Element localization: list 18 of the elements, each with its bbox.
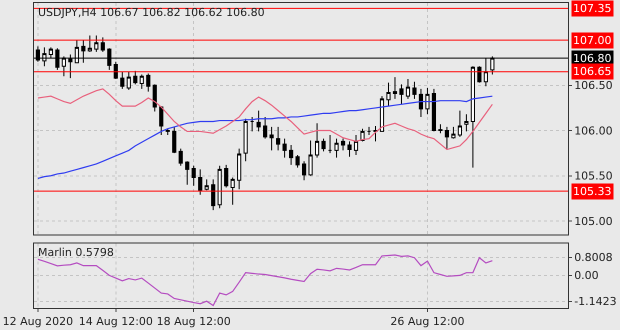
y-tick-label: 0.00 xyxy=(574,269,599,282)
y-tick-label: 106.00 xyxy=(574,124,613,138)
chart-title: Marlin 0.5798 xyxy=(38,246,114,259)
y-tick-label: 105.50 xyxy=(574,170,613,183)
ref-line-label: 107.00 xyxy=(573,34,612,47)
y-tick-label: 105.00 xyxy=(574,214,613,228)
x-tick-label: 14 Aug 12:00 xyxy=(78,315,153,328)
x-tick-label: 18 Aug 12:00 xyxy=(156,315,231,328)
y-tick-label: 0.8008 xyxy=(574,251,613,264)
chart-title: USDJPY,H4 106.67 106.82 106.62 106.80 xyxy=(38,6,265,19)
x-tick-label: 12 Aug 2020 xyxy=(2,315,74,328)
y-tick-label: -1.1423 xyxy=(574,295,617,308)
ref-line-label: 105.33 xyxy=(573,185,612,198)
x-tick-label: 26 Aug 12:00 xyxy=(390,315,465,328)
y-tick-label: 106.50 xyxy=(574,79,613,92)
ref-line-label: 107.35 xyxy=(573,2,612,15)
ref-line-label: 106.65 xyxy=(573,65,612,78)
ref-line-label: 106.80 xyxy=(573,52,612,65)
